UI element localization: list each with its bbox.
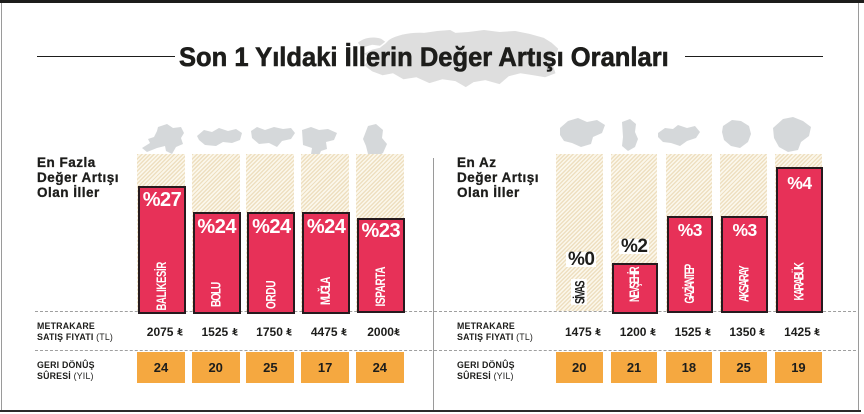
svg-text:MUĞLA: MUĞLA [316, 276, 333, 305]
svg-text:BOLU: BOLU [208, 282, 224, 307]
svg-text:GAZİANTEP: GAZİANTEP [682, 264, 697, 304]
svg-text:ORDU: ORDU [263, 280, 279, 309]
svg-text:SİVAS: SİVAS [573, 280, 588, 304]
svg-text:ISPARTA: ISPARTA [372, 266, 388, 306]
svg-text:KARABÜK: KARABÜK [792, 262, 807, 301]
svg-text:AKSARAY: AKSARAY [737, 265, 752, 302]
svg-text:BALIKESİR: BALIKESİR [154, 261, 169, 310]
svg-text:NEVŞEHİR: NEVŞEHİR [627, 266, 642, 302]
